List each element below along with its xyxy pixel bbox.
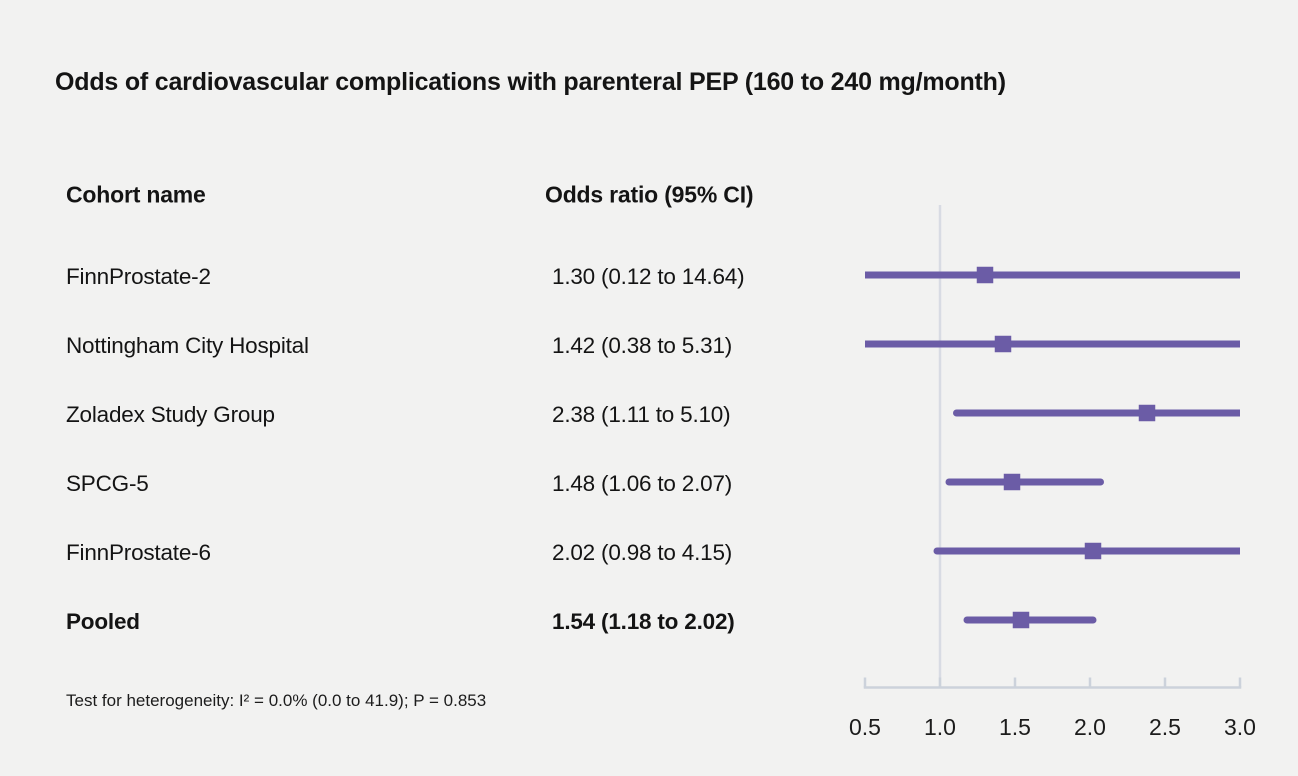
x-axis-tick-label: 2.0	[1074, 714, 1106, 740]
cohort-name-label: SPCG-5	[66, 471, 149, 496]
odds-ratio-value-label: 1.48 (1.06 to 2.07)	[552, 471, 733, 496]
or-marker	[1012, 611, 1030, 629]
ci-cap	[1089, 616, 1097, 624]
or-marker	[994, 335, 1012, 353]
column-header-cohort: Cohort name	[66, 181, 206, 208]
ci-cap	[963, 616, 971, 624]
odds-ratio-value-label: 2.38 (1.11 to 5.10)	[552, 402, 731, 427]
ci-cap	[945, 478, 953, 486]
heterogeneity-footnote: Test for heterogeneity: I² = 0.0% (0.0 t…	[66, 691, 487, 710]
cohort-name-label: FinnProstate-6	[66, 540, 211, 565]
x-axis-tick-label: 3.0	[1224, 714, 1256, 740]
odds-ratio-value-label: 2.02 (0.98 to 4.15)	[552, 540, 733, 565]
x-axis-tick-label: 1.5	[999, 714, 1031, 740]
figure-title: Odds of cardiovascular complications wit…	[55, 68, 1006, 96]
odds-ratio-value-label: 1.30 (0.12 to 14.64)	[552, 264, 745, 289]
or-marker	[1138, 404, 1156, 422]
cohort-name-label: Pooled	[66, 609, 140, 634]
or-marker	[1084, 542, 1102, 560]
cohort-name-label: Nottingham City Hospital	[66, 333, 309, 358]
x-axis-tick-label: 1.0	[924, 714, 956, 740]
x-axis-tick-label: 2.5	[1149, 714, 1181, 740]
column-header-odds-ratio: Odds ratio (95% CI)	[545, 181, 754, 208]
ci-cap	[933, 547, 941, 555]
odds-ratio-value-label: 1.54 (1.18 to 2.02)	[552, 609, 735, 634]
ci-cap	[953, 409, 960, 417]
cohort-name-label: FinnProstate-2	[66, 264, 211, 289]
or-marker	[976, 266, 994, 284]
or-marker	[1003, 473, 1021, 491]
odds-ratio-value-label: 1.42 (0.38 to 5.31)	[552, 333, 733, 358]
ci-cap	[1097, 478, 1104, 486]
x-axis-tick-label: 0.5	[849, 714, 881, 740]
cohort-name-label: Zoladex Study Group	[66, 402, 275, 427]
